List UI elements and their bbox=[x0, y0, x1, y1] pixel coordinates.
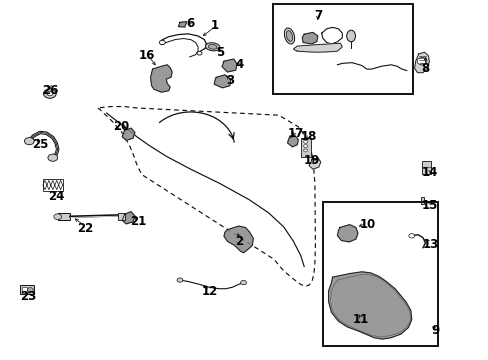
Ellipse shape bbox=[208, 44, 217, 49]
Circle shape bbox=[303, 140, 307, 143]
Polygon shape bbox=[122, 212, 135, 224]
Ellipse shape bbox=[284, 28, 294, 44]
Polygon shape bbox=[287, 136, 298, 147]
Text: 5: 5 bbox=[216, 46, 224, 59]
Polygon shape bbox=[224, 226, 253, 253]
Polygon shape bbox=[214, 75, 230, 88]
Ellipse shape bbox=[346, 30, 355, 42]
Text: 1: 1 bbox=[211, 19, 219, 32]
Polygon shape bbox=[328, 272, 411, 339]
Bar bbox=[22, 287, 27, 293]
Bar bbox=[420, 197, 424, 204]
Ellipse shape bbox=[419, 63, 423, 65]
Text: 4: 4 bbox=[235, 58, 243, 71]
Circle shape bbox=[54, 214, 61, 220]
Bar bbox=[58, 213, 70, 220]
Text: 17: 17 bbox=[286, 127, 303, 140]
Bar bbox=[421, 161, 430, 174]
Polygon shape bbox=[222, 59, 237, 72]
Text: 23: 23 bbox=[20, 291, 37, 303]
Circle shape bbox=[24, 138, 34, 145]
Text: 11: 11 bbox=[352, 313, 368, 326]
Text: 22: 22 bbox=[77, 222, 94, 235]
Circle shape bbox=[159, 40, 165, 45]
Circle shape bbox=[27, 288, 33, 292]
Polygon shape bbox=[293, 43, 342, 52]
Text: 9: 9 bbox=[430, 324, 438, 337]
Text: 18: 18 bbox=[300, 130, 317, 143]
Text: 20: 20 bbox=[113, 120, 129, 132]
Circle shape bbox=[197, 51, 202, 55]
Text: 10: 10 bbox=[359, 219, 375, 231]
Ellipse shape bbox=[205, 43, 220, 51]
Polygon shape bbox=[337, 225, 357, 242]
Circle shape bbox=[303, 145, 307, 148]
Text: 7: 7 bbox=[313, 9, 321, 22]
Bar bbox=[43, 179, 62, 191]
Circle shape bbox=[177, 278, 183, 282]
Text: 16: 16 bbox=[138, 49, 155, 62]
Text: 24: 24 bbox=[48, 190, 64, 203]
Polygon shape bbox=[150, 65, 172, 92]
Bar bbox=[272, 4, 412, 94]
Bar bbox=[322, 202, 437, 346]
Text: 12: 12 bbox=[202, 285, 218, 298]
Text: 21: 21 bbox=[129, 215, 146, 228]
Circle shape bbox=[47, 91, 53, 96]
Circle shape bbox=[416, 58, 426, 65]
Circle shape bbox=[43, 89, 56, 98]
Circle shape bbox=[240, 280, 246, 285]
Text: 25: 25 bbox=[32, 138, 48, 151]
Polygon shape bbox=[302, 32, 317, 44]
Polygon shape bbox=[414, 52, 428, 73]
Text: 6: 6 bbox=[186, 17, 194, 30]
Bar bbox=[20, 285, 34, 294]
Text: 15: 15 bbox=[421, 199, 438, 212]
Text: 19: 19 bbox=[303, 154, 320, 167]
Text: 2: 2 bbox=[235, 235, 243, 248]
Polygon shape bbox=[178, 22, 186, 27]
Ellipse shape bbox=[286, 31, 292, 41]
Circle shape bbox=[303, 149, 307, 152]
Text: 14: 14 bbox=[421, 166, 438, 179]
Bar bbox=[300, 138, 310, 157]
Text: 26: 26 bbox=[41, 84, 58, 97]
Circle shape bbox=[408, 234, 414, 238]
Polygon shape bbox=[122, 128, 135, 140]
Circle shape bbox=[48, 154, 58, 161]
Bar bbox=[118, 213, 125, 220]
Text: 8: 8 bbox=[421, 62, 428, 75]
Text: 13: 13 bbox=[421, 238, 438, 251]
Text: 3: 3 bbox=[225, 75, 233, 87]
Polygon shape bbox=[308, 158, 320, 169]
